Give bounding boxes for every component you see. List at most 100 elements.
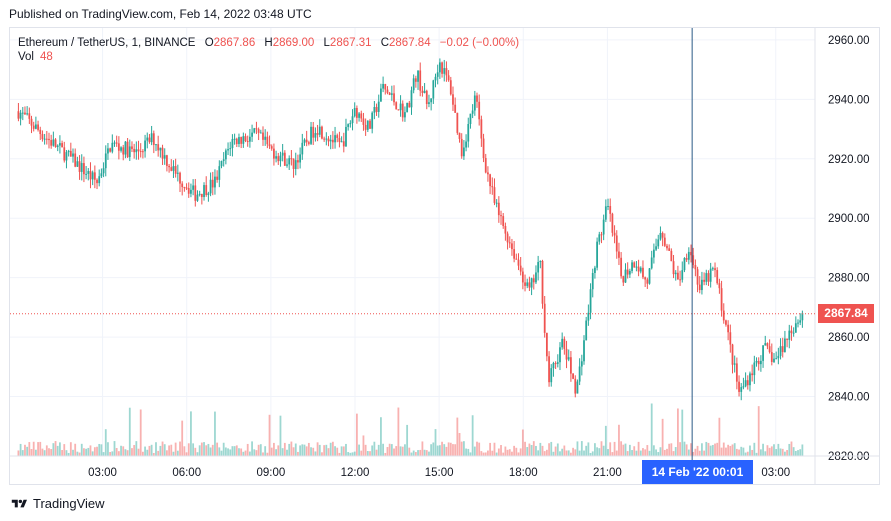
tradingview-brand[interactable]: TradingView bbox=[10, 496, 105, 511]
candle-body bbox=[762, 345, 764, 361]
volume-bar bbox=[78, 452, 81, 456]
candle-body bbox=[163, 155, 166, 159]
candle-body bbox=[338, 137, 341, 142]
candle-body bbox=[401, 103, 404, 118]
candle-body bbox=[659, 232, 662, 240]
candle-body bbox=[556, 362, 559, 364]
volume-bar bbox=[727, 444, 730, 456]
candle-body bbox=[679, 279, 681, 281]
volume-bar bbox=[749, 445, 751, 456]
candle-body bbox=[198, 193, 201, 195]
candle-body bbox=[633, 262, 636, 268]
candle-body bbox=[773, 358, 775, 362]
candle-body bbox=[797, 322, 799, 324]
candle-body bbox=[644, 277, 647, 280]
volume-bar bbox=[139, 409, 142, 456]
volume-bar bbox=[775, 449, 778, 456]
volume-bar bbox=[572, 447, 574, 456]
candle-body bbox=[69, 150, 72, 157]
volume-bar bbox=[698, 450, 701, 456]
volume-bar bbox=[690, 443, 692, 456]
chart-frame[interactable] bbox=[9, 27, 880, 485]
open-value: 2867.86 bbox=[213, 37, 256, 49]
volume-bar bbox=[594, 443, 596, 456]
volume-bar bbox=[711, 444, 714, 456]
candle-body bbox=[131, 146, 133, 149]
candle-body bbox=[168, 165, 170, 168]
candle-body bbox=[491, 186, 494, 188]
candle-body bbox=[388, 92, 391, 95]
volume-bar bbox=[371, 445, 374, 456]
candle-body bbox=[692, 255, 695, 266]
candle-body bbox=[85, 173, 88, 175]
volume-bar bbox=[233, 446, 236, 456]
candle-body bbox=[155, 144, 157, 146]
candle-body bbox=[685, 258, 688, 260]
volume-bar bbox=[502, 452, 505, 456]
candle-body bbox=[270, 146, 273, 149]
volume-bar bbox=[41, 448, 44, 456]
candle-body bbox=[436, 72, 439, 77]
volume-bar bbox=[107, 442, 109, 456]
candle-body bbox=[764, 343, 767, 346]
candle-body bbox=[360, 113, 363, 119]
candle-body bbox=[733, 363, 736, 365]
volume-bar bbox=[458, 433, 461, 456]
candle-body bbox=[441, 62, 443, 74]
candle-body bbox=[369, 120, 371, 129]
volume-bar bbox=[766, 445, 769, 456]
volume-bar bbox=[668, 443, 671, 456]
candle-body bbox=[183, 187, 186, 189]
volume-value: 48 bbox=[40, 51, 53, 63]
volume-bar bbox=[294, 443, 297, 456]
volume-bar bbox=[338, 452, 341, 456]
volume-bar bbox=[497, 448, 500, 456]
volume-bar bbox=[425, 450, 428, 456]
candle-body bbox=[262, 132, 264, 140]
candle-body bbox=[637, 266, 640, 272]
candle-body bbox=[746, 380, 749, 386]
candle-body bbox=[624, 269, 627, 283]
volume-bar bbox=[591, 451, 594, 456]
volume-bar bbox=[687, 449, 690, 456]
candle-body bbox=[753, 362, 756, 376]
candle-body bbox=[275, 156, 277, 159]
candle-body bbox=[770, 352, 773, 362]
candle-body bbox=[528, 282, 531, 288]
candle-body bbox=[172, 166, 175, 171]
volume-bar bbox=[519, 448, 522, 456]
volume-bar bbox=[677, 408, 679, 456]
volume-bar bbox=[404, 444, 406, 456]
candle-body bbox=[594, 267, 596, 274]
volume-bar bbox=[54, 441, 57, 456]
volume-bar bbox=[388, 443, 391, 456]
candle-body bbox=[45, 138, 48, 140]
volume-bar bbox=[694, 448, 697, 456]
candle-body bbox=[54, 139, 57, 148]
volume-bar bbox=[273, 442, 275, 456]
candle-body bbox=[102, 168, 105, 174]
candle-body bbox=[39, 129, 42, 135]
volume-bar bbox=[67, 452, 70, 456]
volume-bar bbox=[251, 441, 253, 456]
candle-body bbox=[749, 373, 751, 386]
volume-bar bbox=[257, 444, 260, 456]
volume-bar bbox=[414, 452, 417, 456]
volume-bar bbox=[659, 447, 662, 456]
volume-bar bbox=[307, 442, 310, 456]
candle-body bbox=[229, 148, 232, 150]
volume-bar bbox=[530, 445, 533, 456]
volume-bar bbox=[613, 441, 616, 456]
candle-body bbox=[711, 268, 714, 270]
volume-bar bbox=[157, 450, 160, 456]
volume-bar bbox=[705, 441, 708, 456]
candle-body bbox=[622, 276, 625, 283]
volume-bar bbox=[412, 450, 415, 456]
candle-body bbox=[620, 257, 623, 277]
candle-body bbox=[574, 378, 577, 394]
candle-body bbox=[299, 154, 302, 163]
volume-bar bbox=[513, 445, 516, 456]
volume-bar bbox=[28, 442, 31, 456]
volume-bar bbox=[56, 445, 59, 456]
